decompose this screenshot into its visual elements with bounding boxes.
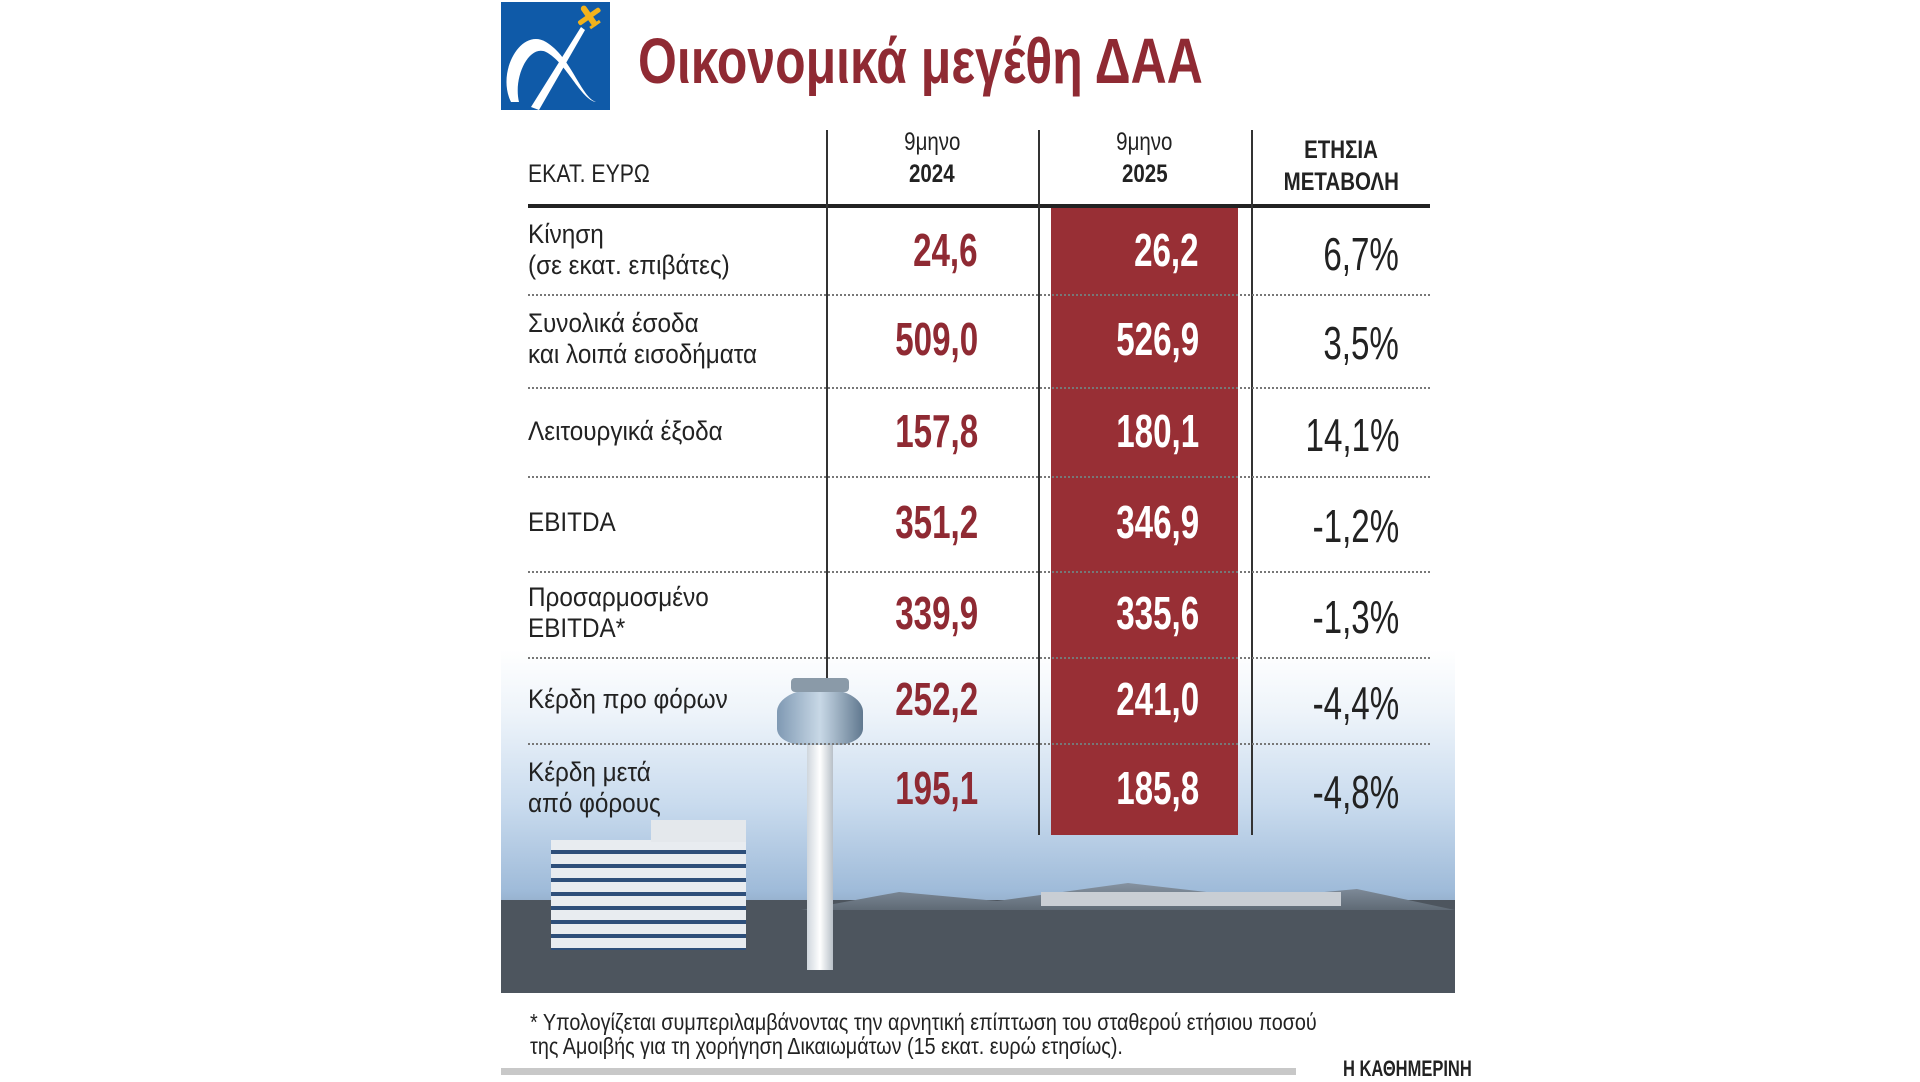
value-2024: 339,9	[826, 586, 978, 640]
value-2025: 180,1	[1051, 404, 1199, 458]
value-text: 252,2	[895, 673, 978, 725]
value-text: 526,9	[1116, 313, 1199, 365]
row-label-line1: Κέρδη μετά	[528, 757, 651, 787]
row-label: Κέρδη προ φόρων	[528, 684, 728, 715]
annual-change: 3,5%	[1251, 316, 1399, 370]
column-header-line1: ΕΤΗΣΙΑ	[1304, 136, 1378, 164]
value-2024: 24,6	[826, 223, 978, 277]
value-2025: 526,9	[1051, 312, 1199, 366]
row-label-line2: (σε εκατ. επιβάτες)	[528, 250, 730, 280]
value-text: -4,8%	[1312, 766, 1399, 818]
row-label-line1: Προσαρμοσμένο	[528, 582, 709, 612]
row-divider	[528, 657, 1430, 659]
value-text: 180,1	[1116, 405, 1199, 457]
value-2024: 157,8	[826, 404, 978, 458]
row-divider	[528, 571, 1430, 573]
value-text: 6,7%	[1323, 228, 1399, 280]
value-text: 351,2	[895, 496, 978, 548]
value-2024: 351,2	[826, 495, 978, 549]
airport-photo	[501, 650, 1455, 993]
row-divider	[528, 294, 1430, 296]
annual-change: 14,1%	[1251, 408, 1399, 462]
value-text: 14,1%	[1305, 409, 1399, 461]
value-text: 26,2	[1134, 224, 1199, 276]
row-label: Λειτουργικά έξοδα	[528, 416, 723, 447]
value-2025: 335,6	[1051, 586, 1199, 640]
row-label-line2: EBITDA*	[528, 613, 626, 643]
row-label: Κέρδη μετά από φόρους	[528, 757, 661, 819]
highlight-column-2025	[1051, 208, 1238, 835]
value-text: -4,4%	[1312, 677, 1399, 729]
page-title: Οικονομικά μεγέθη ΔΑΑ	[638, 25, 1203, 97]
value-2024: 195,1	[826, 761, 978, 815]
annual-change: 6,7%	[1251, 227, 1399, 281]
value-2024: 252,2	[826, 672, 978, 726]
value-2025: 26,2	[1051, 223, 1199, 277]
value-2025: 346,9	[1051, 495, 1199, 549]
row-divider	[528, 743, 1430, 745]
row-label: Κίνηση (σε εκατ. επιβάτες)	[528, 219, 730, 281]
column-divider	[826, 130, 828, 678]
row-label-line1: Λειτουργικά έξοδα	[528, 416, 723, 446]
column-header-line1: 9μηνο	[1116, 128, 1173, 156]
row-label-line2: και λοιπά εισοδήματα	[528, 339, 758, 369]
column-header-line2: 2024	[909, 160, 955, 188]
value-text: 3,5%	[1323, 317, 1399, 369]
value-text: -1,2%	[1312, 500, 1399, 552]
row-divider	[528, 476, 1430, 478]
annual-change: -1,3%	[1251, 590, 1399, 644]
annual-change: -4,4%	[1251, 676, 1399, 730]
value-text: 157,8	[895, 405, 978, 457]
athens-airport-logo	[501, 2, 610, 110]
value-text: 241,0	[1116, 673, 1199, 725]
value-text: -1,3%	[1312, 591, 1399, 643]
column-header-line2: ΜΕΤΑΒΟΛΗ	[1283, 168, 1399, 196]
value-text: 195,1	[895, 762, 978, 814]
row-label-line1: Συνολικά έσοδα	[528, 308, 699, 338]
column-header-line2: 2025	[1121, 160, 1168, 188]
row-label: Προσαρμοσμένο EBITDA*	[528, 582, 709, 644]
value-2024: 509,0	[826, 312, 978, 366]
value-text: 185,8	[1116, 762, 1199, 814]
value-2025: 241,0	[1051, 672, 1199, 726]
column-header-change: ΕΤΗΣΙΑ ΜΕΤΑΒΟΛΗ	[1251, 134, 1431, 198]
column-header-line1: 9μηνο	[903, 128, 961, 156]
source-credit: Η ΚΑΘΗΜΕΡΙΝΗ	[1300, 1056, 1472, 1082]
footnote-line1: * Υπολογίζεται συμπεριλαμβάνοντας την αρ…	[530, 1009, 1317, 1035]
value-text: 339,9	[895, 587, 978, 639]
column-header-2024: 9μηνο 2024	[826, 126, 1038, 190]
unit-label: ΕΚΑΤ. ΕΥΡΩ	[528, 160, 650, 188]
row-label-line1: EBITDA	[528, 507, 616, 537]
footnote-line2: της Αμοιβής για τη χορήγηση Δικαιωμάτων …	[530, 1033, 1123, 1059]
row-label-line1: Κέρδη προ φόρων	[528, 684, 728, 714]
row-label: Συνολικά έσοδα και λοιπά εισοδήματα	[528, 308, 757, 370]
value-2025: 185,8	[1051, 761, 1199, 815]
value-text: 346,9	[1116, 496, 1199, 548]
row-divider	[528, 387, 1430, 389]
row-label-line1: Κίνηση	[528, 219, 604, 249]
annual-change: -1,2%	[1251, 499, 1399, 553]
header-rule	[528, 204, 1430, 208]
value-text: 509,0	[895, 313, 978, 365]
value-text: 335,6	[1116, 587, 1199, 639]
annual-change: -4,8%	[1251, 765, 1399, 819]
source-text: Η ΚΑΘΗΜΕΡΙΝΗ	[1342, 1056, 1472, 1081]
column-divider	[1038, 130, 1040, 835]
column-header-2025: 9μηνο 2025	[1038, 126, 1251, 190]
value-text: 24,6	[913, 224, 978, 276]
alpha-plane-icon	[506, 5, 601, 110]
footer-bar	[501, 1068, 1296, 1075]
row-label: EBITDA	[528, 507, 616, 538]
column-divider	[1251, 130, 1253, 835]
row-label-line2: από φόρους	[528, 788, 661, 818]
